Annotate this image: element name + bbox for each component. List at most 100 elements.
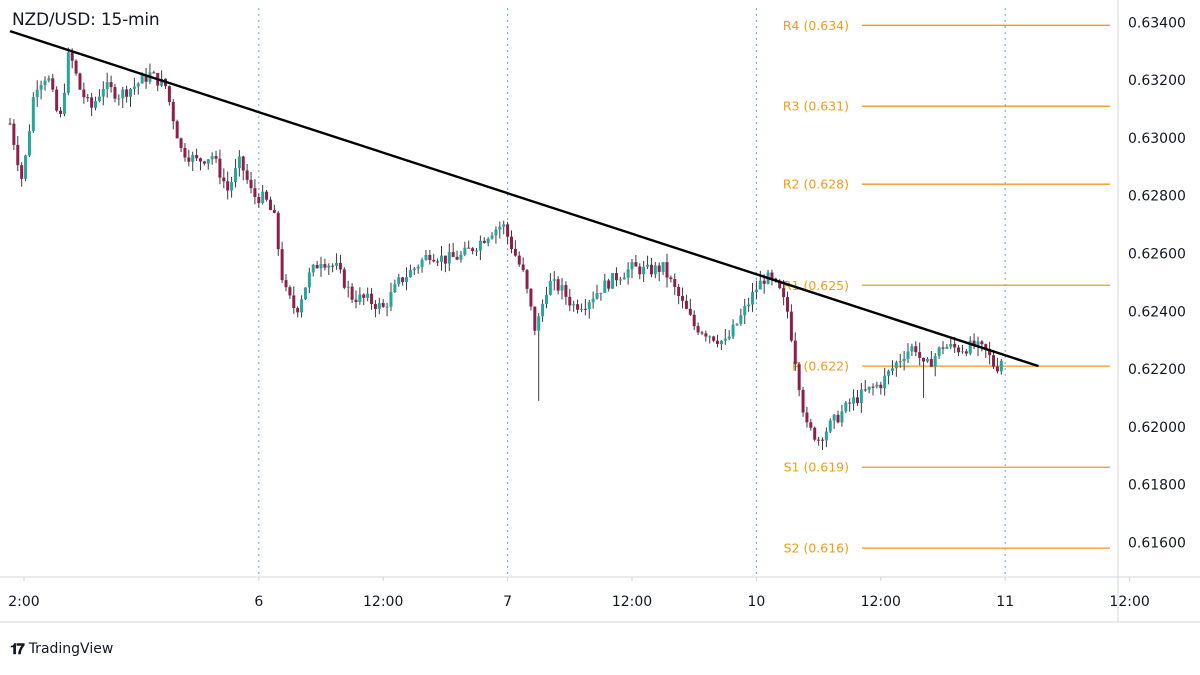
candle-body <box>210 156 214 160</box>
candle-body <box>852 397 856 404</box>
candle-body <box>603 280 607 293</box>
candle-185 <box>727 330 731 341</box>
candle-80 <box>319 256 323 277</box>
trendline-layer[interactable] <box>9 29 1039 368</box>
candle-body <box>51 78 55 90</box>
time-tick-1: 6 <box>254 594 263 610</box>
candle-156 <box>614 267 618 287</box>
candle-121 <box>478 235 482 261</box>
candle-183 <box>719 339 723 351</box>
candle-body <box>587 302 591 310</box>
candle-74 <box>296 306 300 318</box>
candle-21 <box>90 92 94 117</box>
time-tick-0: 2:00 <box>8 594 39 610</box>
candle-64 <box>257 193 261 208</box>
candle-157 <box>618 276 622 285</box>
candle-body <box>665 262 669 278</box>
candle-body <box>373 304 377 309</box>
candle-body <box>335 262 339 266</box>
candle-173 <box>681 287 685 309</box>
candle-218 <box>855 389 859 406</box>
candle-body <box>62 92 66 114</box>
candle-223 <box>875 381 879 389</box>
candle-body <box>887 370 891 376</box>
pivot-label: R2 (0.628) <box>783 177 849 192</box>
candle-112 <box>443 255 447 273</box>
candle-body <box>863 389 867 391</box>
candle-body <box>424 255 428 260</box>
candle-body <box>475 250 478 252</box>
candle-7 <box>35 80 39 107</box>
candle-0 <box>8 117 12 125</box>
candle-body <box>12 123 16 145</box>
candle-body <box>731 324 735 337</box>
candle-44 <box>179 137 183 152</box>
candle-5 <box>27 124 31 158</box>
tradingview-brand[interactable]: 𝟏𝟕 TradingView <box>10 640 113 658</box>
price-tick-0: 0.63400 <box>1128 15 1186 31</box>
candle-body <box>890 368 894 371</box>
candle-45 <box>183 143 187 162</box>
candle-body <box>591 298 595 303</box>
candle-2 <box>16 136 20 172</box>
candle-236 <box>925 357 929 363</box>
candle-body <box>673 279 677 287</box>
candle-114 <box>451 242 455 258</box>
candle-body <box>716 340 720 344</box>
candle-body <box>824 431 828 441</box>
candle-24 <box>101 81 105 106</box>
candle-body <box>692 314 696 327</box>
candle-89 <box>354 290 358 309</box>
candle-body <box>902 358 906 362</box>
candle-70 <box>280 241 284 284</box>
candle-body <box>292 295 296 309</box>
candle-252 <box>988 341 992 365</box>
candle-220 <box>863 380 867 392</box>
candle-body <box>175 121 179 139</box>
candle-body <box>941 347 945 349</box>
candle-255 <box>999 358 1003 375</box>
candle-214 <box>840 404 844 427</box>
candle-body <box>758 280 762 290</box>
candle-123 <box>486 237 490 247</box>
pivot-level-0: R4 (0.634) <box>783 18 1110 33</box>
candle-77 <box>307 267 311 294</box>
candle-86 <box>342 267 346 290</box>
candle-body <box>393 284 397 293</box>
candle-211 <box>828 418 832 434</box>
candle-body <box>677 286 681 297</box>
candle-body <box>307 272 311 288</box>
candle-body <box>451 252 455 257</box>
candle-230 <box>902 350 906 371</box>
candle-body <box>187 157 191 162</box>
candle-body <box>871 386 875 388</box>
candle-92 <box>366 287 370 302</box>
candle-body <box>509 236 513 249</box>
candle-229 <box>898 354 902 368</box>
candle-188 <box>739 308 743 326</box>
candle-body <box>66 52 70 93</box>
price-tick-6: 0.62200 <box>1128 362 1186 378</box>
candle-117 <box>463 241 467 257</box>
candle-body <box>327 265 331 268</box>
candle-body <box>241 156 245 171</box>
candle-body <box>579 308 583 310</box>
candle-9 <box>43 76 47 91</box>
candle-body <box>346 286 350 288</box>
candle-body <box>494 229 498 236</box>
price-tick-5: 0.62400 <box>1128 304 1186 320</box>
time-axis[interactable]: 2:00 6 12:00 7 12:00 10 12:00 11 12:00 <box>8 577 1150 610</box>
candle-91 <box>362 293 366 306</box>
candle-149 <box>587 299 591 319</box>
candle-body <box>521 264 525 271</box>
candle-246 <box>964 349 968 357</box>
candle-18 <box>78 72 82 90</box>
price-axis[interactable]: 0.63400 0.63200 0.63000 0.62800 0.62600 0.624… <box>1128 15 1186 551</box>
candle-152 <box>599 292 603 301</box>
candle-161 <box>634 254 638 267</box>
candle-body <box>506 224 510 237</box>
session-dividers <box>258 8 1006 577</box>
candle-253 <box>992 349 996 369</box>
candle-body <box>455 256 459 260</box>
